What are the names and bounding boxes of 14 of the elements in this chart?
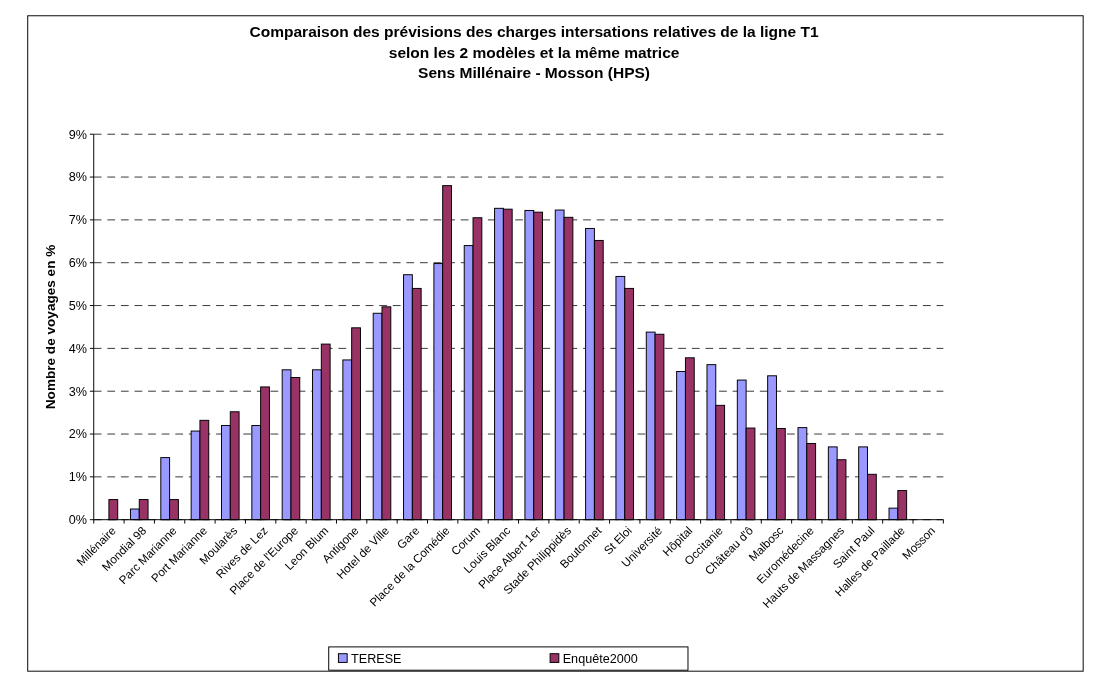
y-tick-label: 2%: [68, 427, 87, 442]
y-tick-label: 5%: [68, 298, 87, 313]
legend-label: TERESE: [351, 651, 402, 666]
y-tick-label: 7%: [68, 213, 87, 228]
y-tick-label: 0%: [68, 513, 87, 528]
y-tick-label: 8%: [68, 170, 87, 185]
y-tick-label: 3%: [68, 384, 87, 399]
y-tick-label: 1%: [68, 470, 87, 485]
y-tick-label: 9%: [68, 127, 87, 142]
legend-label: Enquête2000: [562, 651, 638, 666]
y-tick-label: 6%: [68, 256, 87, 271]
y-axis-title: Nombre de voyages en %: [42, 244, 58, 410]
y-tick-label: 4%: [68, 341, 87, 356]
chart-title: Comparaison des prévisions des charges intersations relatives de la ligne T1 selon les 2 modèles et la même matrice Sens Millénaire - Mosson (HPS): [249, 23, 820, 81]
